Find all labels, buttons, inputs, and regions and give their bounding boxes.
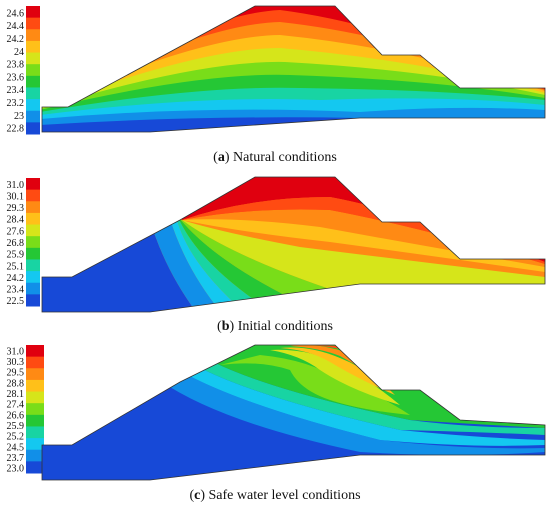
- colorbar-tick-label: 25.1: [7, 261, 25, 272]
- colorbar-swatch: [26, 64, 40, 77]
- colorbar-swatch: [26, 403, 44, 416]
- colorbar-tick-label: 23: [14, 111, 24, 122]
- colorbar-tick-label: 29.5: [7, 368, 25, 379]
- colorbar-swatch: [26, 224, 40, 237]
- colorbar-tick-label: 25.9: [7, 250, 25, 261]
- colorbar-swatch: [26, 426, 44, 439]
- colorbar-tick-label: 22.5: [7, 296, 25, 307]
- colorbar-swatch: [26, 52, 40, 65]
- colorbar-tick-label: 28.8: [7, 378, 25, 389]
- colorbar-swatch: [26, 212, 40, 226]
- colorbar-tick-label: 28.4: [7, 215, 25, 226]
- colorbar-swatch: [26, 17, 40, 30]
- caption-safe: (c) Safe water level conditions: [189, 488, 361, 503]
- colorbar-swatch: [26, 40, 40, 54]
- colorbar-tick-label: 31.0: [7, 346, 25, 357]
- colorbar-swatch: [26, 122, 40, 135]
- colorbar-safe: 31.030.329.528.828.127.426.625.925.224.5…: [7, 345, 44, 475]
- dam-outline-initial: [41, 176, 546, 313]
- caption-initial: (b) Initial conditions: [217, 319, 333, 334]
- colorbar-tick-label: 26.8: [7, 238, 25, 249]
- colorbar-swatch: [26, 29, 40, 42]
- colorbar-tick-label: 28.1: [7, 389, 25, 400]
- colorbar-swatch: [26, 236, 40, 249]
- contour-plot-natural: 24.6 24.4 24.2 24 23.823.6 23.4 23.2 23 22.8: [7, 5, 546, 135]
- colorbar-tick-label: 23.6: [7, 72, 25, 83]
- colorbar-swatch: [26, 189, 40, 202]
- contour-bands-safe: [42, 345, 545, 480]
- colorbar-swatch: [26, 75, 40, 88]
- colorbar-swatch: [26, 247, 40, 260]
- colorbar-tick-label: 27.4: [7, 400, 25, 411]
- colorbar-tick-label: 30.1: [7, 191, 25, 202]
- colorbar-swatch: [26, 282, 40, 295]
- dam-outline-natural: [41, 5, 546, 133]
- colorbar-tick-label: 29.3: [7, 203, 25, 214]
- contour-plot-safe: 31.030.329.528.828.127.426.625.925.224.5…: [7, 344, 546, 481]
- colorbar-tick-label: 23.2: [7, 98, 25, 109]
- panel-natural-conditions: 24.6 24.4 24.2 24 23.8 23.6 23.4 23.2 23 22.8 (a)…: [0, 0, 550, 172]
- colorbar-tick-label: 23.4: [7, 85, 25, 96]
- colorbar-swatch: [26, 391, 44, 404]
- colorbar-swatch: [26, 271, 40, 284]
- colorbar-tick-label: 31.0: [7, 180, 25, 191]
- colorbar-swatch: [26, 438, 44, 451]
- colorbar-swatch: [26, 6, 40, 19]
- colorbar-tick-label: 25.9: [7, 421, 25, 432]
- colorbar-swatch: [26, 368, 44, 381]
- colorbar-swatch: [26, 178, 40, 191]
- colorbar-initial: 31.030.129.328.427.626.825.925.124.223.4…: [7, 178, 40, 307]
- colorbar-tick-label: 25.2: [7, 432, 25, 443]
- colorbar-tick-label: 24.2: [7, 273, 25, 284]
- colorbar-tick-label: 26.6: [7, 410, 25, 421]
- colorbar-tick-label: 24.2: [7, 34, 25, 45]
- panel-initial-conditions: 31.0 30.1 29.3 28.4 27.6 26.8 25.9 25.1 24.2 23.4…: [0, 172, 550, 340]
- colorbar-swatch: [26, 345, 44, 358]
- colorbar-tick-label: 23.7: [7, 453, 25, 464]
- colorbar-tick-label: 24.6: [7, 8, 25, 19]
- colorbar-swatch: [26, 414, 44, 427]
- colorbar-tick-label: 24: [14, 47, 24, 58]
- colorbar-tick-label: 22.8: [7, 124, 25, 135]
- contour-plot-initial: 31.030.129.328.427.626.825.925.124.223.4…: [7, 176, 546, 313]
- colorbar-tick-label: 27.6: [7, 226, 25, 237]
- colorbar-swatch: [26, 110, 40, 123]
- colorbar-swatch: [26, 259, 40, 272]
- colorbar-swatch: [26, 449, 44, 462]
- colorbar-tick-label: 24.5: [7, 442, 25, 453]
- dam-outline-safe: [41, 344, 546, 481]
- colorbar-tick-label: 24.4: [7, 21, 25, 32]
- colorbar-swatch: [26, 87, 40, 100]
- contour-bands-initial: [42, 177, 545, 312]
- panel-safe-water-level: 31.0 30.3 29.5 28.8 28.1 27.4 26.6 25.9 25.2 24.5…: [0, 340, 550, 509]
- colorbar-natural: 24.6 24.4 24.2 24 23.823.6 23.4 23.2 23 22.8: [7, 6, 40, 135]
- colorbar-swatch: [26, 201, 40, 214]
- colorbar-swatch: [26, 294, 40, 307]
- colorbar-swatch: [26, 461, 44, 474]
- colorbar-tick-label: 23.0: [7, 464, 25, 475]
- colorbar-tick-label: 23.8: [7, 60, 25, 71]
- colorbar-swatch: [26, 99, 40, 112]
- colorbar-swatch: [26, 356, 44, 369]
- colorbar-tick-label: 30.3: [7, 357, 25, 368]
- colorbar-tick-label: 23.4: [7, 285, 25, 296]
- caption-natural: (a) Natural conditions: [213, 150, 337, 165]
- contour-bands-natural: [42, 6, 545, 132]
- colorbar-swatch: [26, 379, 44, 393]
